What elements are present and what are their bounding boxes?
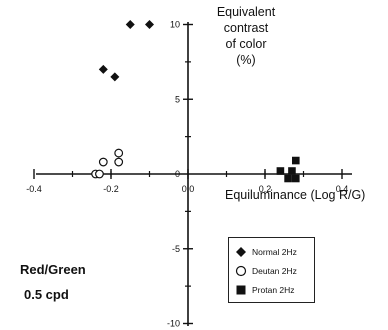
y-axis-label-line-4: (%) — [236, 53, 256, 67]
x-tick-label: 0.4 — [336, 184, 349, 194]
deutan-data-point — [114, 157, 124, 167]
x-tick-label: 0.2 — [259, 184, 272, 194]
y-axis-label-line-3: of color — [225, 37, 267, 51]
protan-data-point — [292, 156, 300, 165]
legend-label-protan: Protan 2Hz — [252, 285, 295, 295]
legend-square-icon — [236, 285, 246, 295]
x-tick-label: 0.0 — [182, 184, 195, 194]
y-axis-label: Equivalent contrast of color (%) — [200, 4, 292, 68]
deutan-data-point — [114, 148, 124, 158]
deutan-data-point — [98, 157, 108, 167]
legend: Normal 2Hz Deutan 2Hz Protan 2Hz — [228, 237, 315, 303]
legend-label-normal: Normal 2Hz — [252, 247, 297, 257]
protan-data-point — [292, 174, 300, 183]
x-axis-label: Equiluminance (Log R/G) — [225, 188, 366, 202]
normal-data-point — [110, 72, 120, 82]
normal-data-point — [125, 20, 135, 29]
y-axis-label-line-2: contrast — [223, 21, 269, 35]
x-tick-label: -0.4 — [26, 184, 42, 194]
deutan-data-point — [95, 169, 104, 179]
y-tick-label: -10 — [167, 319, 180, 329]
y-tick-label: 0 — [175, 169, 180, 179]
legend-label-deutan: Deutan 2Hz — [252, 266, 297, 276]
y-tick-label: -5 — [172, 244, 180, 254]
normal-data-point — [98, 64, 108, 74]
normal-data-point — [145, 20, 154, 29]
condition-label-frequency: 0.5 cpd — [24, 287, 69, 302]
y-axis-label-line-1: Equivalent — [216, 5, 276, 19]
protan-data-point — [276, 167, 285, 175]
legend-diamond-icon — [236, 247, 246, 257]
legend-item-deutan: Deutan 2Hz — [229, 264, 297, 278]
x-tick-label: -0.2 — [103, 184, 119, 194]
legend-open-circle-icon — [235, 265, 247, 277]
y-tick-label: 5 — [175, 94, 180, 104]
protan-data-point — [284, 174, 292, 183]
legend-item-normal: Normal 2Hz — [229, 245, 297, 259]
legend-item-protan: Protan 2Hz — [229, 283, 295, 297]
y-tick-label: 10 — [170, 20, 180, 30]
protan-data-point — [288, 167, 296, 175]
condition-label-color: Red/Green — [20, 262, 86, 277]
